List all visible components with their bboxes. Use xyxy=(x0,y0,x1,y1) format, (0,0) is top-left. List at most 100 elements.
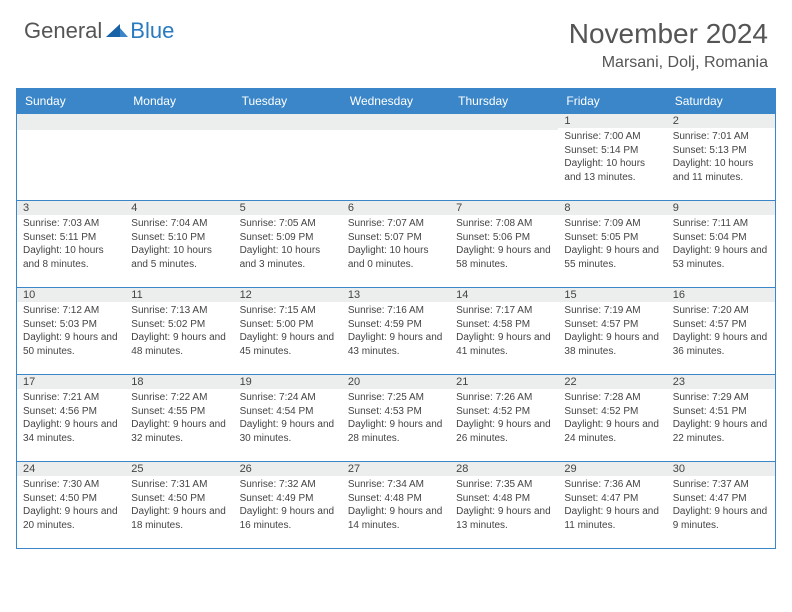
daylight-text: Daylight: 9 hours and 30 minutes. xyxy=(240,418,336,445)
day-cell: 24Sunrise: 7:30 AMSunset: 4:50 PMDayligh… xyxy=(17,462,125,548)
daylight-text: Daylight: 9 hours and 55 minutes. xyxy=(564,244,660,271)
day-cell: 7Sunrise: 7:08 AMSunset: 5:06 PMDaylight… xyxy=(450,201,558,287)
day-number: 15 xyxy=(558,288,666,302)
daylight-text: Daylight: 9 hours and 11 minutes. xyxy=(564,505,660,532)
location: Marsani, Dolj, Romania xyxy=(569,54,768,72)
day-number: 2 xyxy=(667,114,775,128)
sunrise-text: Sunrise: 7:30 AM xyxy=(23,478,119,492)
sunrise-text: Sunrise: 7:21 AM xyxy=(23,391,119,405)
daylight-text: Daylight: 10 hours and 11 minutes. xyxy=(673,157,769,184)
daylight-text: Daylight: 9 hours and 36 minutes. xyxy=(673,331,769,358)
sunrise-text: Sunrise: 7:35 AM xyxy=(456,478,552,492)
week-row: 17Sunrise: 7:21 AMSunset: 4:56 PMDayligh… xyxy=(17,374,775,461)
sunrise-text: Sunrise: 7:05 AM xyxy=(240,217,336,231)
day-number: 10 xyxy=(17,288,125,302)
day-cell: 13Sunrise: 7:16 AMSunset: 4:59 PMDayligh… xyxy=(342,288,450,374)
daylight-text: Daylight: 9 hours and 24 minutes. xyxy=(564,418,660,445)
day-body: Sunrise: 7:28 AMSunset: 4:52 PMDaylight:… xyxy=(558,389,666,449)
calendar: SundayMondayTuesdayWednesdayThursdayFrid… xyxy=(16,88,776,549)
day-body: Sunrise: 7:01 AMSunset: 5:13 PMDaylight:… xyxy=(667,128,775,188)
day-body: Sunrise: 7:26 AMSunset: 4:52 PMDaylight:… xyxy=(450,389,558,449)
dow-cell: Wednesday xyxy=(342,89,450,113)
day-cell: 2Sunrise: 7:01 AMSunset: 5:13 PMDaylight… xyxy=(667,114,775,200)
day-number xyxy=(17,114,125,130)
day-cell: 15Sunrise: 7:19 AMSunset: 4:57 PMDayligh… xyxy=(558,288,666,374)
day-cell: 4Sunrise: 7:04 AMSunset: 5:10 PMDaylight… xyxy=(125,201,233,287)
day-number: 14 xyxy=(450,288,558,302)
day-cell xyxy=(342,114,450,200)
sunrise-text: Sunrise: 7:17 AM xyxy=(456,304,552,318)
day-cell: 20Sunrise: 7:25 AMSunset: 4:53 PMDayligh… xyxy=(342,375,450,461)
dow-cell: Tuesday xyxy=(234,89,342,113)
day-number: 6 xyxy=(342,201,450,215)
daylight-text: Daylight: 10 hours and 5 minutes. xyxy=(131,244,227,271)
day-number: 3 xyxy=(17,201,125,215)
daylight-text: Daylight: 9 hours and 32 minutes. xyxy=(131,418,227,445)
sunset-text: Sunset: 4:49 PM xyxy=(240,492,336,506)
sunset-text: Sunset: 5:00 PM xyxy=(240,318,336,332)
day-number: 9 xyxy=(667,201,775,215)
day-number: 24 xyxy=(17,462,125,476)
day-number: 13 xyxy=(342,288,450,302)
sunset-text: Sunset: 5:10 PM xyxy=(131,231,227,245)
brand-blue: Blue xyxy=(130,18,174,44)
week-row: 1Sunrise: 7:00 AMSunset: 5:14 PMDaylight… xyxy=(17,113,775,200)
sunrise-text: Sunrise: 7:01 AM xyxy=(673,130,769,144)
sunrise-text: Sunrise: 7:24 AM xyxy=(240,391,336,405)
daylight-text: Daylight: 9 hours and 26 minutes. xyxy=(456,418,552,445)
day-body: Sunrise: 7:22 AMSunset: 4:55 PMDaylight:… xyxy=(125,389,233,449)
day-body: Sunrise: 7:11 AMSunset: 5:04 PMDaylight:… xyxy=(667,215,775,275)
day-number: 27 xyxy=(342,462,450,476)
day-cell: 29Sunrise: 7:36 AMSunset: 4:47 PMDayligh… xyxy=(558,462,666,548)
dow-cell: Thursday xyxy=(450,89,558,113)
daylight-text: Daylight: 9 hours and 41 minutes. xyxy=(456,331,552,358)
day-number xyxy=(450,114,558,130)
title-block: November 2024 Marsani, Dolj, Romania xyxy=(569,18,768,72)
day-cell: 16Sunrise: 7:20 AMSunset: 4:57 PMDayligh… xyxy=(667,288,775,374)
daylight-text: Daylight: 9 hours and 14 minutes. xyxy=(348,505,444,532)
sunrise-text: Sunrise: 7:15 AM xyxy=(240,304,336,318)
sunrise-text: Sunrise: 7:08 AM xyxy=(456,217,552,231)
sunrise-text: Sunrise: 7:26 AM xyxy=(456,391,552,405)
day-body: Sunrise: 7:13 AMSunset: 5:02 PMDaylight:… xyxy=(125,302,233,362)
daylight-text: Daylight: 10 hours and 8 minutes. xyxy=(23,244,119,271)
day-number: 4 xyxy=(125,201,233,215)
daylight-text: Daylight: 9 hours and 13 minutes. xyxy=(456,505,552,532)
day-cell: 17Sunrise: 7:21 AMSunset: 4:56 PMDayligh… xyxy=(17,375,125,461)
sunrise-text: Sunrise: 7:32 AM xyxy=(240,478,336,492)
sunrise-text: Sunrise: 7:12 AM xyxy=(23,304,119,318)
daylight-text: Daylight: 10 hours and 3 minutes. xyxy=(240,244,336,271)
daylight-text: Daylight: 10 hours and 0 minutes. xyxy=(348,244,444,271)
sunrise-text: Sunrise: 7:13 AM xyxy=(131,304,227,318)
daylight-text: Daylight: 9 hours and 48 minutes. xyxy=(131,331,227,358)
day-body: Sunrise: 7:35 AMSunset: 4:48 PMDaylight:… xyxy=(450,476,558,536)
day-body: Sunrise: 7:07 AMSunset: 5:07 PMDaylight:… xyxy=(342,215,450,275)
dow-cell: Sunday xyxy=(17,89,125,113)
day-body: Sunrise: 7:00 AMSunset: 5:14 PMDaylight:… xyxy=(558,128,666,188)
sunrise-text: Sunrise: 7:37 AM xyxy=(673,478,769,492)
day-body: Sunrise: 7:03 AMSunset: 5:11 PMDaylight:… xyxy=(17,215,125,275)
daylight-text: Daylight: 9 hours and 34 minutes. xyxy=(23,418,119,445)
day-cell: 3Sunrise: 7:03 AMSunset: 5:11 PMDaylight… xyxy=(17,201,125,287)
sunset-text: Sunset: 4:52 PM xyxy=(564,405,660,419)
sunset-text: Sunset: 4:57 PM xyxy=(564,318,660,332)
sunset-text: Sunset: 4:58 PM xyxy=(456,318,552,332)
day-number: 5 xyxy=(234,201,342,215)
day-body: Sunrise: 7:29 AMSunset: 4:51 PMDaylight:… xyxy=(667,389,775,449)
day-number: 23 xyxy=(667,375,775,389)
day-cell xyxy=(17,114,125,200)
daylight-text: Daylight: 9 hours and 9 minutes. xyxy=(673,505,769,532)
day-number: 26 xyxy=(234,462,342,476)
sunset-text: Sunset: 4:50 PM xyxy=(23,492,119,506)
daylight-text: Daylight: 9 hours and 16 minutes. xyxy=(240,505,336,532)
sunset-text: Sunset: 4:47 PM xyxy=(673,492,769,506)
day-cell: 22Sunrise: 7:28 AMSunset: 4:52 PMDayligh… xyxy=(558,375,666,461)
day-body: Sunrise: 7:37 AMSunset: 4:47 PMDaylight:… xyxy=(667,476,775,536)
sunrise-text: Sunrise: 7:16 AM xyxy=(348,304,444,318)
day-body: Sunrise: 7:32 AMSunset: 4:49 PMDaylight:… xyxy=(234,476,342,536)
sunset-text: Sunset: 5:06 PM xyxy=(456,231,552,245)
sunrise-text: Sunrise: 7:25 AM xyxy=(348,391,444,405)
day-cell: 18Sunrise: 7:22 AMSunset: 4:55 PMDayligh… xyxy=(125,375,233,461)
sunrise-text: Sunrise: 7:09 AM xyxy=(564,217,660,231)
sunset-text: Sunset: 4:59 PM xyxy=(348,318,444,332)
